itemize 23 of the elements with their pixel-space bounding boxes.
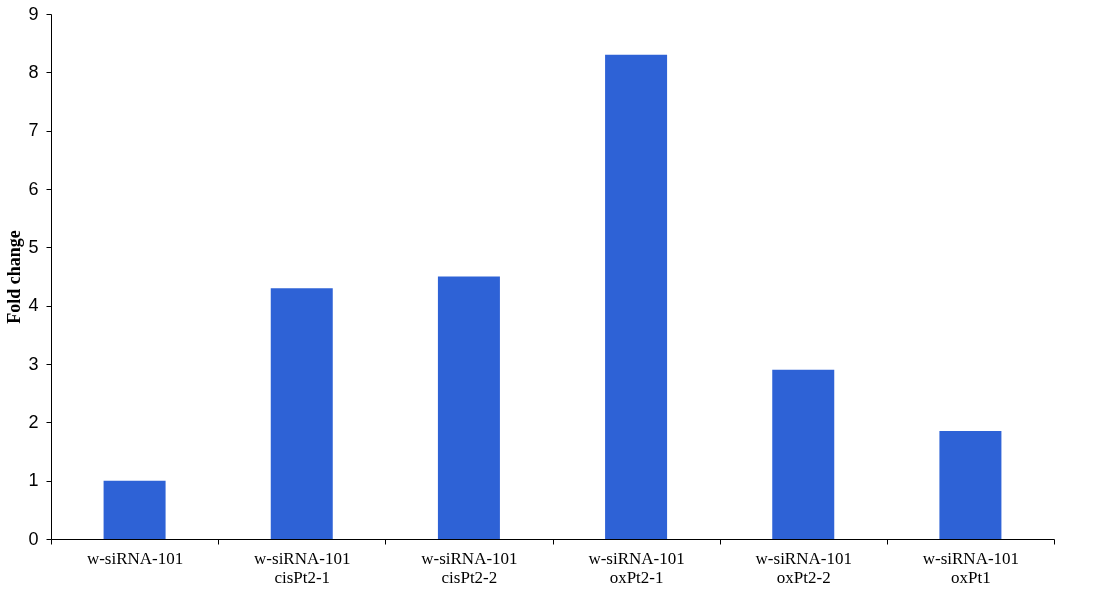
bar [103, 480, 166, 539]
x-tick-label: w-siRNA-101 cisPt2-1 [254, 548, 351, 587]
y-axis-title: Fold change [4, 230, 25, 324]
y-tick-label: 3 [28, 353, 39, 374]
y-tick-label: 7 [28, 120, 39, 141]
y-tick-label: 2 [28, 411, 39, 432]
bar [437, 276, 500, 539]
y-tick-label: 6 [28, 178, 39, 199]
y-tick-label: 5 [28, 236, 39, 257]
x-tick-label: w-siRNA-101 oxPt1 [922, 548, 1020, 587]
y-tick-label: 9 [28, 3, 39, 24]
bar [605, 54, 668, 539]
y-tick-label: 8 [28, 61, 39, 82]
y-tick-label: 0 [28, 528, 39, 549]
y-tick-label: 4 [28, 295, 39, 316]
y-tick-label: 1 [28, 470, 39, 491]
x-tick-label: w-siRNA-101 oxPt2-2 [755, 548, 852, 587]
x-tick-label: w-siRNA-101 [86, 548, 184, 568]
x-tick-label: w-siRNA-101 cisPt2-2 [421, 548, 518, 587]
bar [270, 288, 333, 539]
x-tick-label: w-siRNA-101 oxPt2-1 [588, 548, 685, 587]
bar [939, 431, 1002, 539]
bar [772, 369, 835, 539]
